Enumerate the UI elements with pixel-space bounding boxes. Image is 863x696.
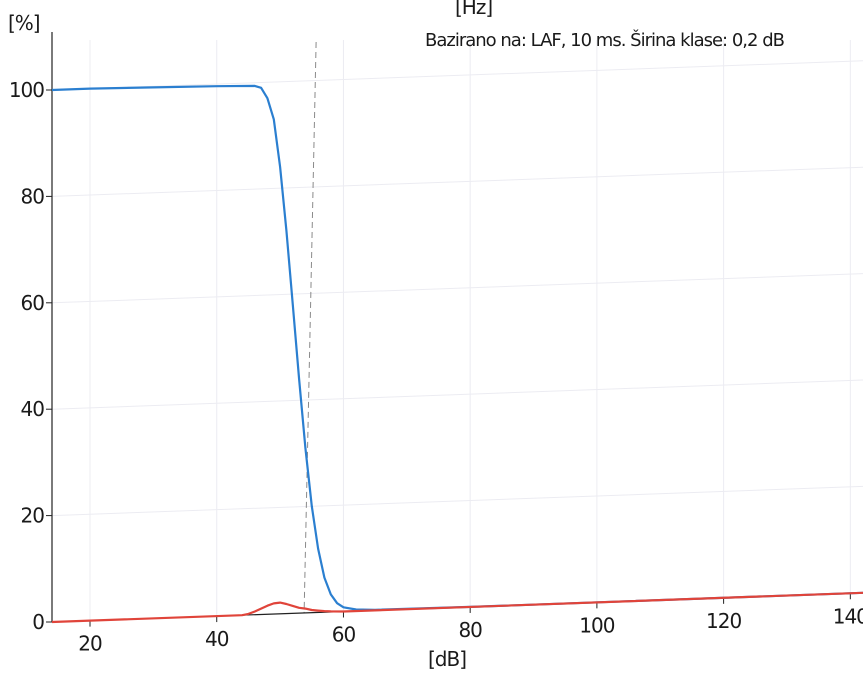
y-tick-label: 60 <box>21 291 45 315</box>
x-tick-label: 120 <box>706 609 741 633</box>
y-grid-line <box>51 273 863 304</box>
axes <box>46 32 863 627</box>
marker-line <box>303 41 317 613</box>
y-tick-label: 40 <box>21 397 45 421</box>
y-tick-label: 0 <box>32 610 44 634</box>
x-tick-label: 100 <box>579 613 614 637</box>
x-tick-label: 20 <box>78 632 102 656</box>
y-grid-line <box>51 60 863 91</box>
x-tick-label: 140 <box>833 604 863 628</box>
y-grid-line <box>51 166 863 197</box>
x-axis-unit: [dB] <box>428 647 466 671</box>
top-unit-label: [Hz] <box>455 0 492 19</box>
labels: [%] [Hz] Bazirano na: LAF, 10 ms. Širina… <box>8 0 863 671</box>
y-tick-label: 20 <box>21 504 45 528</box>
y-axis-unit: [%] <box>8 11 40 35</box>
x-tick-label: 80 <box>458 618 482 642</box>
x-tick-label: 40 <box>205 627 229 651</box>
cumulative-series-line <box>51 84 863 611</box>
y-grid-line <box>51 485 863 517</box>
x-tick-label: 60 <box>332 623 356 647</box>
distribution-series-line <box>51 591 863 624</box>
y-grid-line <box>51 379 863 410</box>
y-tick-label: 100 <box>9 78 44 102</box>
class-width-note: Bazirano na: LAF, 10 ms. Širina klase: 0… <box>425 29 785 51</box>
grid <box>51 40 863 621</box>
y-tick-label: 80 <box>21 184 45 208</box>
series <box>51 84 863 624</box>
